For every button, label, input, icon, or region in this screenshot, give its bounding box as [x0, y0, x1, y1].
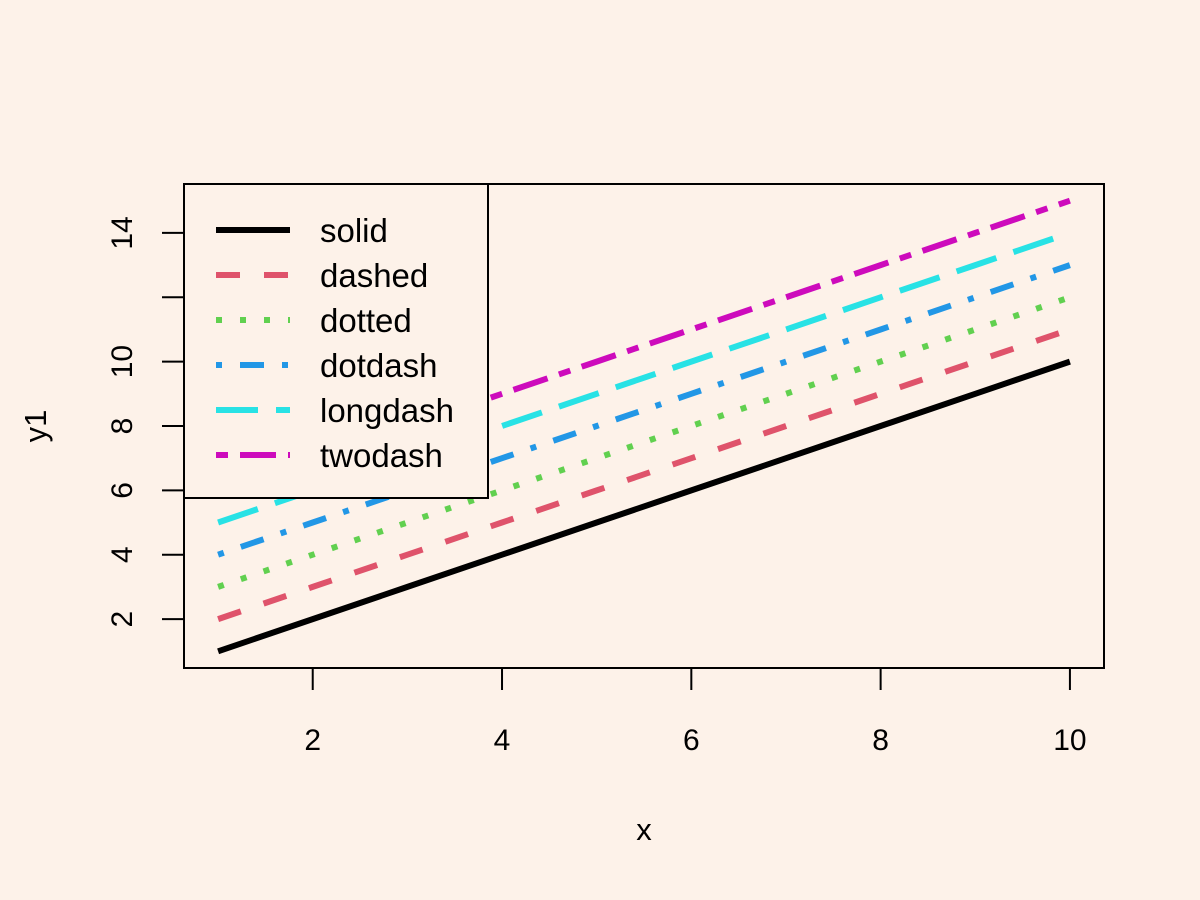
- x-tick-label: 6: [683, 724, 700, 757]
- x-axis-label: x: [636, 812, 652, 847]
- legend-item-twodash: twodash: [216, 437, 443, 474]
- x-axis: 2 4 6 8 10: [304, 667, 1087, 757]
- series-line-dotted: [217, 294, 1071, 590]
- y-axis-label: y1: [18, 410, 53, 443]
- legend-label: solid: [320, 212, 388, 249]
- legend-label: longdash: [320, 392, 454, 429]
- legend-label: twodash: [320, 437, 443, 474]
- series-line-solid: [217, 358, 1071, 655]
- legend-item-longdash: longdash: [216, 392, 454, 429]
- y-tick-label: 8: [106, 418, 139, 435]
- x-tick-label: 2: [304, 724, 321, 757]
- legend-box: [183, 183, 489, 499]
- legend-item-solid: solid: [216, 212, 388, 249]
- y-tick-label: 6: [106, 482, 139, 499]
- legend-label: dotdash: [320, 347, 437, 384]
- y-tick-label: 4: [106, 546, 139, 563]
- series-line-dashed: [217, 326, 1071, 622]
- legend: solid dashed dotted dotdash longdash twodash: [183, 183, 489, 499]
- legend-label: dotted: [320, 302, 412, 339]
- y-tick-label: 2: [106, 611, 139, 628]
- legend-item-dashed: dashed: [216, 257, 428, 294]
- x-tick-label: 4: [494, 724, 511, 757]
- legend-item-dotdash: dotdash: [216, 347, 437, 384]
- y-tick-label: 14: [106, 216, 139, 249]
- x-tick-label: 10: [1053, 724, 1086, 757]
- x-tick-label: 8: [872, 724, 889, 757]
- legend-item-dotted: dotted: [216, 302, 412, 339]
- y-tick-label: 10: [106, 345, 139, 378]
- legend-label: dashed: [320, 257, 428, 294]
